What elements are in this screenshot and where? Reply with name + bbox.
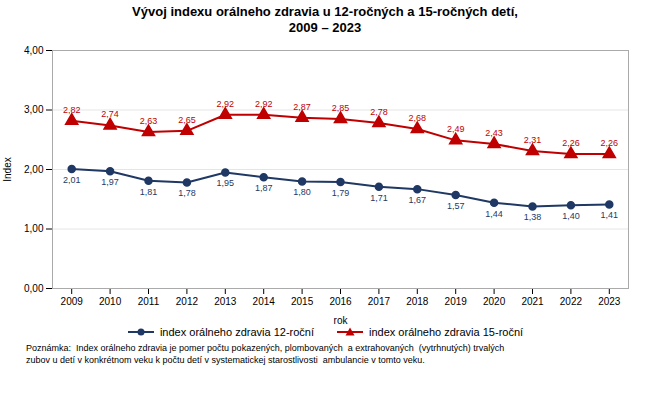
svg-text:2023: 2023 [598, 296, 621, 307]
svg-text:2,92: 2,92 [217, 99, 235, 109]
svg-text:2,68: 2,68 [409, 113, 427, 123]
svg-text:1,81: 1,81 [140, 187, 158, 197]
svg-text:1,80: 1,80 [293, 187, 311, 197]
svg-text:2009: 2009 [61, 296, 84, 307]
svg-text:2,78: 2,78 [370, 107, 388, 117]
svg-text:3,00: 3,00 [24, 104, 44, 115]
svg-text:1,79: 1,79 [332, 188, 350, 198]
svg-text:1,95: 1,95 [217, 178, 235, 188]
svg-text:2,63: 2,63 [140, 116, 158, 126]
svg-text:1,41: 1,41 [601, 210, 619, 220]
svg-text:Index: Index [2, 157, 13, 181]
svg-text:2013: 2013 [214, 296, 237, 307]
svg-text:1,00: 1,00 [24, 223, 44, 234]
svg-text:2,85: 2,85 [332, 103, 350, 113]
svg-text:1,40: 1,40 [562, 211, 580, 221]
svg-text:2015: 2015 [291, 296, 314, 307]
svg-text:rok: rok [334, 315, 349, 326]
svg-text:1,97: 1,97 [101, 177, 119, 187]
svg-text:1,44: 1,44 [485, 209, 503, 219]
svg-text:0,00: 0,00 [24, 283, 44, 294]
svg-text:2,31: 2,31 [524, 135, 542, 145]
html-text:index orálneho zdravia 15-ročn: index orálneho zdravia 15-roční [369, 326, 524, 338]
svg-text:2016: 2016 [329, 296, 352, 307]
svg-text:2,01: 2,01 [63, 175, 81, 185]
svg-text:1,38: 1,38 [524, 212, 542, 222]
svg-text:2,82: 2,82 [63, 105, 81, 115]
svg-text:2019: 2019 [445, 296, 468, 307]
svg-text:2,92: 2,92 [255, 99, 273, 109]
svg-text:2011: 2011 [138, 296, 160, 307]
svg-text:2,74: 2,74 [101, 109, 119, 119]
svg-text:2012: 2012 [176, 296, 199, 307]
svg-text:1,87: 1,87 [255, 183, 273, 193]
svg-text:2014: 2014 [253, 296, 276, 307]
html-text:zubov u detí v konkrétnom veku: zubov u detí v konkrétnom veku k počtu d… [26, 355, 425, 365]
svg-text:2020: 2020 [483, 296, 506, 307]
svg-text:2,49: 2,49 [447, 124, 465, 134]
html-text:Vývoj indexu orálneho zdravia: Vývoj indexu orálneho zdravia u 12-ročný… [132, 4, 518, 35]
svg-text:1,78: 1,78 [178, 188, 196, 198]
svg-text:2,26: 2,26 [562, 138, 580, 148]
svg-text:2,65: 2,65 [178, 115, 196, 125]
html-text:index orálneho zdravia 12-ročn: index orálneho zdravia 12-roční [159, 326, 314, 338]
svg-text:2,00: 2,00 [24, 164, 44, 175]
svg-text:2,87: 2,87 [293, 102, 311, 112]
svg-text:2018: 2018 [406, 296, 429, 307]
svg-text:2,26: 2,26 [601, 138, 619, 148]
svg-text:2021: 2021 [521, 296, 544, 307]
svg-text:2022: 2022 [560, 296, 583, 307]
svg-text:1,67: 1,67 [409, 195, 427, 205]
svg-text:2017: 2017 [368, 296, 391, 307]
svg-text:1,57: 1,57 [447, 201, 465, 211]
svg-text:2,43: 2,43 [485, 128, 503, 138]
html-text:Poznámka: Index orálneho zdrav: Poznámka: Index orálneho zdravia je pome… [26, 343, 505, 353]
svg-text:4,00: 4,00 [24, 45, 44, 56]
svg-text:2010: 2010 [99, 296, 122, 307]
svg-text:1,71: 1,71 [370, 193, 388, 203]
